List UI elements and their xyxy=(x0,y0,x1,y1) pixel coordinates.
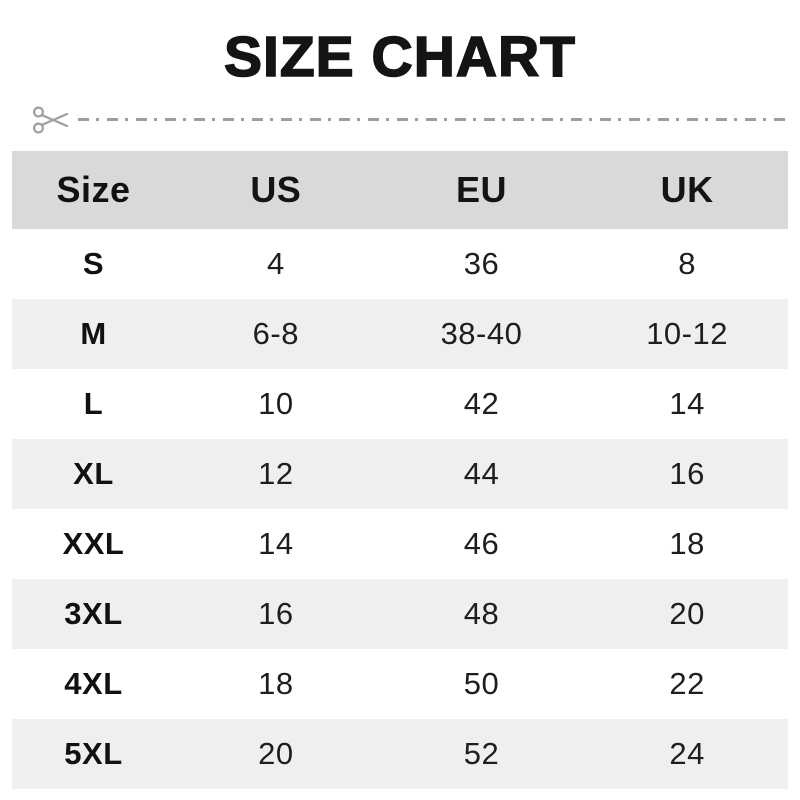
scissors-icon xyxy=(32,106,69,134)
us-cell: 12 xyxy=(258,455,294,491)
cut-line xyxy=(32,102,786,138)
size-cell: S xyxy=(82,245,105,281)
uk-cell: 10-12 xyxy=(646,315,728,351)
uk-cell: 24 xyxy=(669,735,705,771)
table-row: XL 12 44 16 xyxy=(12,438,788,509)
size-cell: 4XL xyxy=(64,665,123,701)
uk-cell: 22 xyxy=(669,665,705,701)
eu-cell: 50 xyxy=(463,665,500,701)
uk-cell: 18 xyxy=(669,525,705,561)
header-cell-uk: UK xyxy=(660,168,714,210)
header-cell-size: Size xyxy=(56,168,131,210)
eu-cell: 52 xyxy=(463,735,500,771)
uk-cell: 20 xyxy=(669,595,705,631)
eu-cell: 44 xyxy=(463,455,500,491)
size-cell: 5XL xyxy=(64,735,123,771)
table-row: L 10 42 14 xyxy=(12,368,788,439)
size-table: Size US EU UK S 4 36 8 M 6-8 38-40 10-12… xyxy=(12,150,788,789)
table-row: 4XL 18 50 22 xyxy=(12,648,788,719)
header-cell-us: US xyxy=(250,168,302,210)
eu-cell: 48 xyxy=(463,595,500,631)
eu-cell: 38-40 xyxy=(440,315,523,351)
table-row: XXL 14 46 18 xyxy=(12,508,788,579)
size-cell: M xyxy=(80,315,107,351)
us-cell: 18 xyxy=(258,665,294,701)
uk-cell: 16 xyxy=(669,455,705,491)
table-row: 5XL 20 52 24 xyxy=(12,718,788,789)
size-cell: XXL xyxy=(62,525,125,561)
size-cell: L xyxy=(83,385,104,421)
eu-cell: 36 xyxy=(463,245,500,281)
uk-cell: 8 xyxy=(678,245,696,281)
us-cell: 10 xyxy=(258,385,294,421)
us-cell: 16 xyxy=(258,595,294,631)
us-cell: 20 xyxy=(258,735,294,771)
us-cell: 14 xyxy=(258,525,294,561)
size-cell: 3XL xyxy=(64,595,123,631)
table-row: 3XL 16 48 20 xyxy=(12,578,788,649)
header-cell-eu: EU xyxy=(455,168,507,210)
eu-cell: 46 xyxy=(463,525,500,561)
page-title: SIZE CHART xyxy=(223,25,576,89)
dashed-cut-line xyxy=(78,118,786,122)
us-cell: 6-8 xyxy=(252,315,299,351)
eu-cell: 42 xyxy=(463,385,500,421)
us-cell: 4 xyxy=(266,245,285,281)
size-cell: XL xyxy=(73,455,114,491)
table-row: S 4 36 8 xyxy=(12,228,788,299)
table-header-row: Size US EU UK xyxy=(12,150,788,229)
uk-cell: 14 xyxy=(669,385,705,421)
table-row: M 6-8 38-40 10-12 xyxy=(12,298,788,369)
